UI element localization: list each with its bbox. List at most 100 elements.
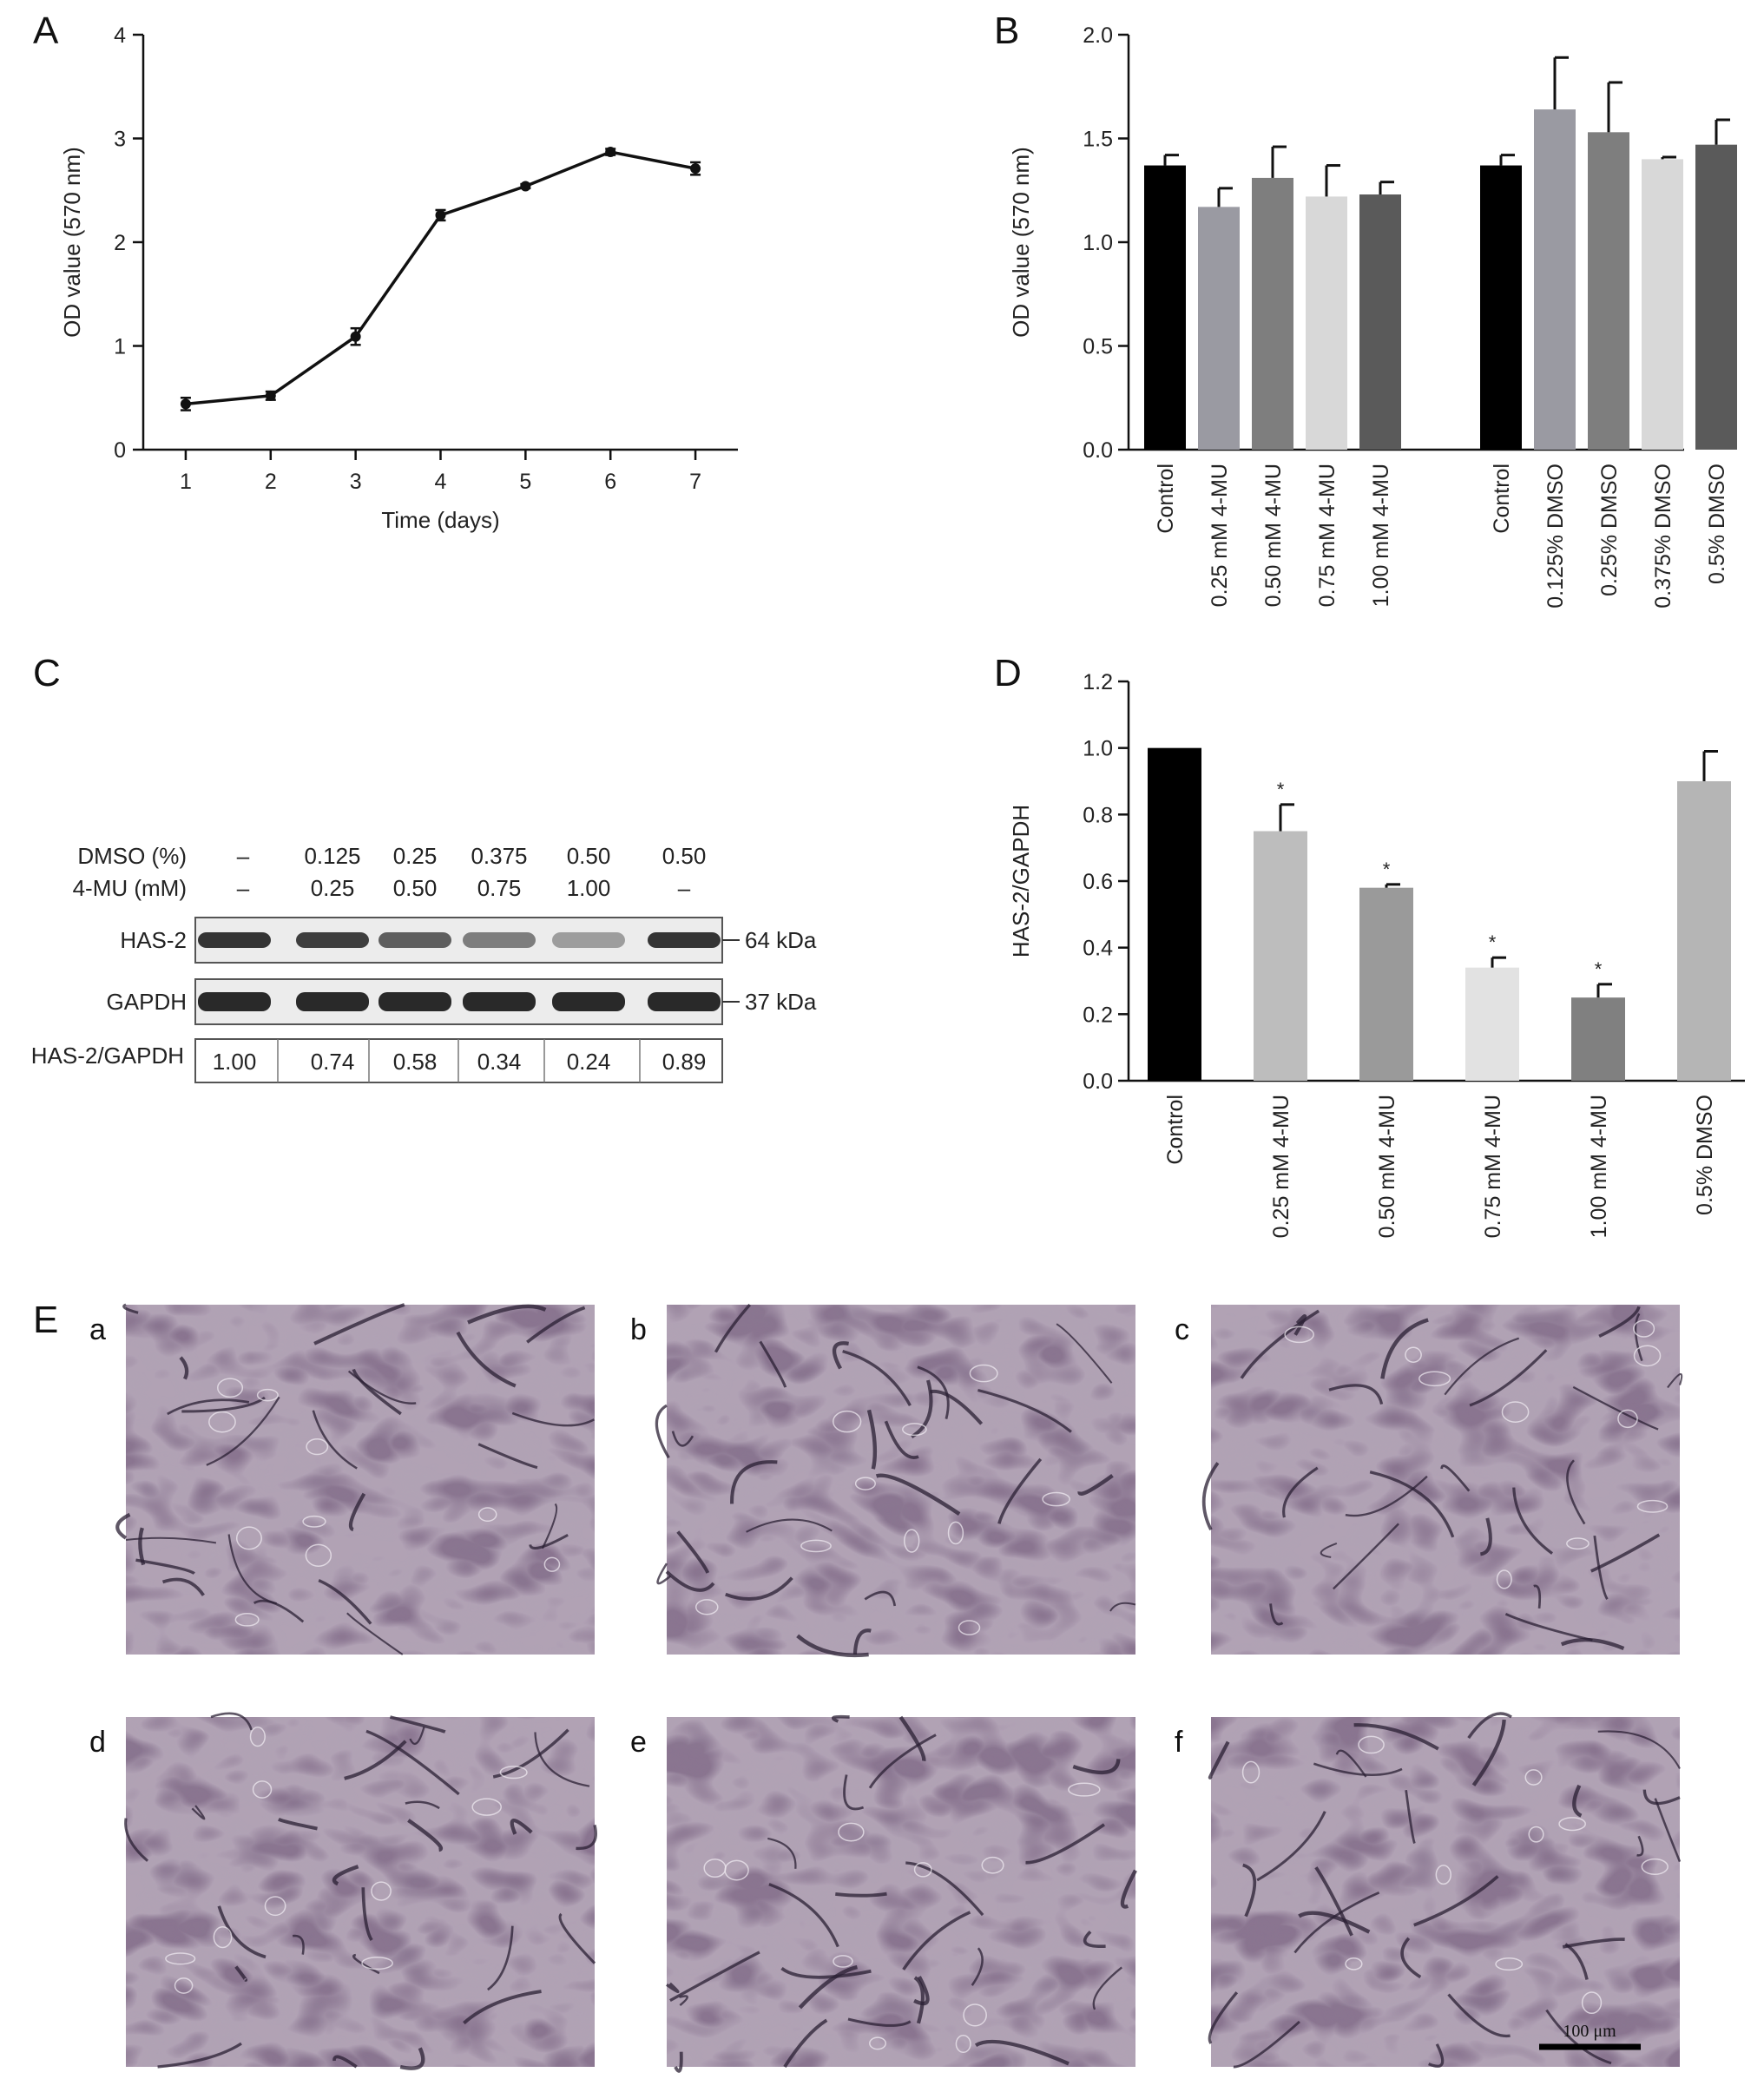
cell-process [666,1982,680,1994]
panel-label-a: A [33,10,59,52]
cell-process [884,1420,919,1459]
x-tick-label: 6 [604,470,616,494]
scale-bar-label: 100 μm [1563,2022,1616,2041]
micrograph-highlights [667,1717,1135,2067]
cell-process [1642,1789,1681,1806]
cell-nucleus [947,1521,964,1545]
y-tick-label: 1.5 [1083,128,1113,152]
chart-a: 0 1 2 3 4 1 2 3 4 5 6 7 Time (days) OD value (570 nm) [59,23,738,533]
mu-value: 0.25 [311,875,355,901]
y-tick-label: 1.0 [1083,231,1113,255]
cell-process [1293,1891,1380,1954]
cell-process [1353,1723,1439,1751]
category-label: 1.00 mM 4-MU [1369,464,1393,607]
ratio-value: 1.00 [213,1049,257,1075]
cell-process [1467,1712,1512,1740]
blot-band [648,932,721,948]
cell-process [1201,1462,1220,1531]
category-label: 0.75 mM 4-MU [1315,464,1339,607]
western-blot: DMSO (%) 4-MU (mM) – 0.125 0.25 0.375 0.50 0.50… [31,843,817,1083]
cell-process [913,1976,930,2006]
cell-process [492,1728,569,1779]
data-point [690,163,701,174]
cell-process [529,1534,569,1549]
cell-process [852,1628,872,1655]
cell-process [1072,1759,1121,1775]
cell-nucleus [361,1957,393,1970]
blot-band [648,992,721,1011]
cell-nucleus [904,1529,920,1553]
cell-process [1369,1470,1455,1538]
cell-process [217,1905,267,1959]
cell-process [655,1404,670,1459]
cell-nucleus [305,1543,332,1567]
dmso-value: – [237,843,250,869]
cell-nucleus [302,1515,326,1528]
cell-process [1598,1306,1641,1339]
y-tick-label: 0.0 [1083,438,1113,463]
cell-process [1560,1637,1625,1651]
bar [1571,997,1625,1081]
significance-mark: * [1277,779,1285,800]
cell-nucleus [955,2035,971,2054]
cell-process [456,1331,517,1388]
row-label-4mu: 4-MU (mM) [73,875,187,901]
ratio-value: 0.89 [662,1049,707,1075]
cell-process [1109,1602,1136,1612]
cell-nucleus [235,1526,262,1550]
micrograph-label: d [89,1726,106,1759]
blot-band [296,992,369,1011]
bar [1534,109,1576,450]
cell-process [1572,1784,1583,1818]
cell-process [1240,1309,1320,1379]
ratio-value: 0.58 [393,1049,438,1075]
cell-process [352,1368,402,1416]
band-size: 37 kDa [745,989,817,1015]
y-tick-label: 1.2 [1083,670,1113,694]
cell-process [1413,1875,1499,1927]
y-tick-label: 1.0 [1083,737,1113,761]
cell-process [467,1304,547,1325]
cell-process [1025,1823,1105,1865]
cell-process [917,1365,950,1419]
cell-nucleus [1501,1401,1530,1423]
bar [1148,747,1201,1081]
cell-nucleus [800,1539,832,1553]
y-tick-label: 0.4 [1083,937,1113,961]
ratio-value: 0.24 [567,1049,611,1075]
cell-nucleus [981,1856,1004,1874]
micrograph-grid: a b c d e f 100 μm [89,1303,1683,2073]
significance-mark: * [1595,958,1603,980]
cell-process [977,1388,1072,1433]
y-tick-label: 0.0 [1083,1069,1113,1094]
cell-nucleus [1617,1409,1638,1429]
cell-process [1636,1835,1644,1857]
panel-c: C DMSO (%) 4-MU (mM) – 0.125 0.25 0.375 0.50 0.… [31,652,817,1083]
cell-nucleus [1042,1491,1070,1507]
cell-process [122,1303,139,1314]
cell-nucleus [499,1766,528,1780]
panel-e: E a b c d e f 100 μm [33,1299,1683,2073]
cell-process [905,1861,984,1917]
cell-process [1562,1938,1625,1949]
cell-process [347,1370,417,1405]
cell-process [348,1492,366,1532]
cell-nucleus [264,1896,286,1917]
cell-nucleus [958,1620,981,1635]
cell-process [875,1473,961,1516]
bar [1252,177,1293,450]
mu-value: – [678,875,691,901]
cell-nucleus [913,1862,932,1878]
cell-process [1564,1943,1589,1980]
blot-band [378,992,451,1011]
cell-process [676,1530,710,1574]
cell-nucleus [371,1881,392,1901]
cell-nucleus [1241,1760,1260,1784]
cell-process [902,1911,971,1970]
cell-process [312,1410,358,1470]
micrograph-label: e [630,1726,647,1759]
category-label: 0.25% DMSO [1597,464,1622,596]
micrograph-label: b [630,1313,647,1346]
cell-process [974,2039,1070,2066]
category-label: Control [1154,464,1178,534]
